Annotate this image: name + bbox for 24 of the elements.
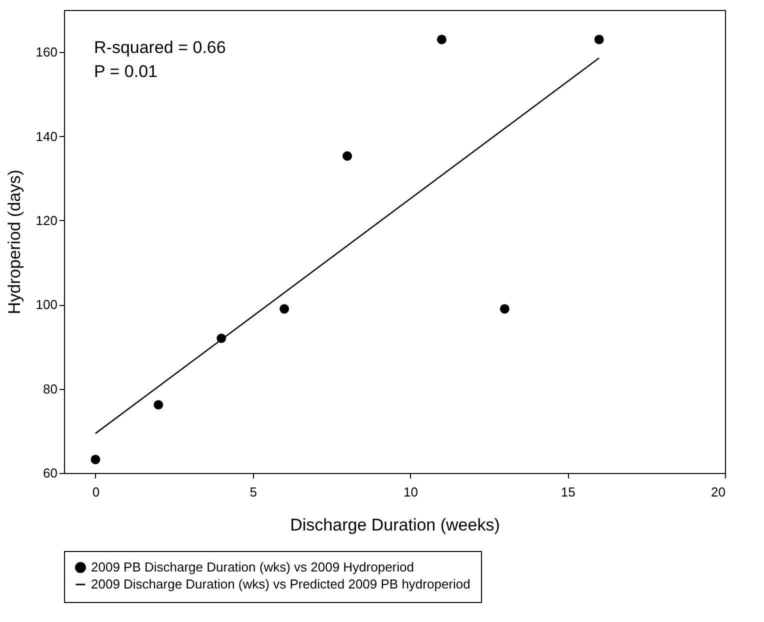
x-tick-label: 10 <box>404 484 418 500</box>
y-tick-label: 160 <box>36 44 58 60</box>
annotation: R-squared = 0.66 <box>94 38 226 57</box>
x-axis-title: Discharge Duration (weeks) <box>290 516 500 534</box>
point <box>154 400 164 410</box>
point <box>436 34 446 44</box>
y-tick-label: 120 <box>36 212 58 228</box>
point <box>594 34 604 44</box>
x-tick-label: 15 <box>560 484 576 500</box>
x-tick-label: 5 <box>250 484 257 500</box>
point <box>342 151 352 161</box>
y-axis-title: Hydroperiod (days) <box>4 170 24 314</box>
legend-label: 2009 Discharge Duration (wks) vs Predicted 2009 PB hydroperiod <box>91 576 470 592</box>
x-tick-label: 0 <box>92 484 100 500</box>
y-tick-label: 60 <box>43 466 58 480</box>
point <box>500 304 510 314</box>
point <box>90 454 100 464</box>
point <box>280 304 290 314</box>
legend-label: 2009 PB Discharge Duration (wks) vs 2009 Hydroperiod <box>91 560 414 574</box>
y-tick-label: 140 <box>36 128 58 144</box>
y-tick-label: 80 <box>43 381 58 396</box>
x-tick-label: 20 <box>711 484 726 500</box>
annotation: P = 0.01 <box>94 62 158 81</box>
y-tick-label: 100 <box>36 297 58 312</box>
